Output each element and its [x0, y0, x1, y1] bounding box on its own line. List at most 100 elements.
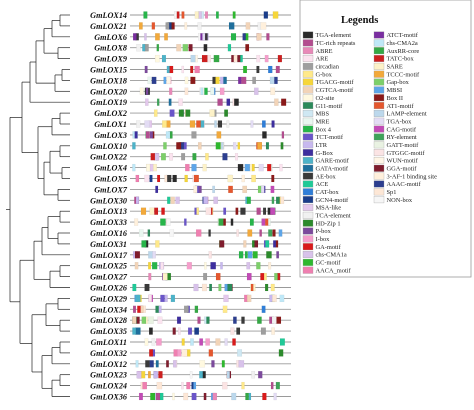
- motif-box: [181, 65, 185, 74]
- motif-box: [145, 360, 150, 368]
- legend-swatch: [302, 235, 314, 243]
- motif-box: [163, 76, 167, 85]
- motif-box: [141, 316, 147, 324]
- legend-label: LTR: [316, 142, 328, 149]
- motif-box: [178, 109, 184, 117]
- motif-box: [184, 87, 189, 95]
- legend-swatch: [302, 188, 314, 196]
- motif-box: [148, 294, 152, 303]
- motif-box: [156, 98, 160, 106]
- legend-label: GGA-motif: [387, 165, 418, 172]
- motif-box: [246, 262, 251, 270]
- motif-box: [177, 349, 182, 357]
- motif-box: [226, 120, 230, 128]
- motif-box: [251, 240, 255, 248]
- motif-box: [206, 316, 210, 324]
- legend-label: GATT-motif: [387, 142, 420, 149]
- motif-box: [244, 251, 248, 259]
- motif-box: [149, 174, 153, 183]
- legend-swatch: [373, 156, 385, 164]
- legend-label: MSA-like: [316, 205, 342, 212]
- motif-box: [136, 44, 141, 52]
- motif-box: [227, 174, 234, 183]
- gene-label: GmLOX9: [94, 55, 127, 64]
- legend-label: NON-box: [387, 197, 413, 204]
- legend-label: GATA-motif: [316, 165, 349, 172]
- motif-box: [221, 142, 224, 150]
- motif-box: [168, 98, 172, 106]
- motif-box: [271, 327, 275, 335]
- motif-box: [278, 349, 284, 357]
- motif-box: [135, 294, 141, 303]
- motif-box: [167, 196, 171, 204]
- motif-box: [198, 185, 202, 194]
- motif-box: [195, 54, 198, 63]
- motif-box: [274, 98, 279, 106]
- motif-box: [144, 174, 150, 183]
- motif-box: [204, 87, 208, 95]
- motif-box: [136, 120, 141, 128]
- motif-box: [181, 381, 184, 390]
- motif-box: [141, 240, 147, 248]
- motif-box: [135, 196, 140, 204]
- motif-box: [147, 371, 151, 379]
- motif-box: [149, 207, 155, 215]
- motif-box: [262, 131, 267, 139]
- motif-box: [194, 11, 200, 19]
- motif-box: [228, 185, 233, 194]
- motif-box: [135, 360, 139, 368]
- motif-box: [281, 98, 287, 106]
- motif-box: [274, 76, 278, 85]
- motif-box: [157, 316, 163, 324]
- legend-label: chs-CMA2a: [387, 40, 418, 47]
- legend-label: TC-rich repeats: [316, 40, 356, 47]
- motif-box: [138, 22, 143, 30]
- motif-box: [262, 207, 267, 215]
- motif-box: [237, 349, 243, 357]
- gene-label: GmLOX7: [94, 185, 128, 194]
- legend-swatch: [302, 196, 314, 204]
- legend-label: Box 4: [316, 126, 332, 133]
- motif-box: [154, 54, 160, 63]
- legend-label: MBS: [316, 111, 330, 118]
- legend-label: G11-motif: [316, 103, 344, 110]
- motif-box: [198, 11, 202, 19]
- legend-label: TCCC-motif: [387, 71, 421, 78]
- motif-box: [165, 131, 171, 139]
- motif-box: [155, 240, 160, 248]
- legend-swatch: [373, 117, 385, 125]
- legend-label: MRE: [316, 118, 330, 125]
- motif-box: [257, 185, 262, 194]
- motif-box: [249, 218, 254, 226]
- motif-box: [162, 120, 167, 128]
- legend-label: ATCT-motif: [387, 32, 419, 39]
- motif-box: [169, 153, 174, 161]
- legend-border: [299, 0, 472, 278]
- motif-box: [183, 392, 189, 401]
- motif-box: [189, 371, 193, 379]
- motif-box: [145, 131, 150, 139]
- motif-box: [134, 251, 141, 259]
- legend-swatch: [302, 133, 314, 141]
- motif-box: [241, 316, 245, 324]
- motif-box: [173, 349, 178, 357]
- motif-box: [169, 65, 174, 74]
- motif-box: [138, 392, 143, 401]
- motif-box: [172, 360, 177, 368]
- motif-box: [172, 392, 175, 401]
- motif-box: [238, 251, 244, 259]
- legend-swatch: [302, 258, 314, 266]
- motif-box: [223, 207, 227, 215]
- motif-box: [194, 305, 199, 313]
- motif-box: [176, 44, 182, 52]
- motif-box: [279, 163, 283, 172]
- motif-box: [247, 251, 253, 259]
- legend-label: AuxRR-core: [387, 48, 420, 55]
- legend-swatch: [373, 102, 385, 110]
- legend-swatch: [302, 141, 314, 149]
- motif-box: [193, 381, 197, 390]
- motif-box: [272, 229, 276, 237]
- legend-swatch: [373, 86, 385, 94]
- gene-label: GmLOX15: [90, 66, 127, 75]
- motif-box: [200, 87, 204, 95]
